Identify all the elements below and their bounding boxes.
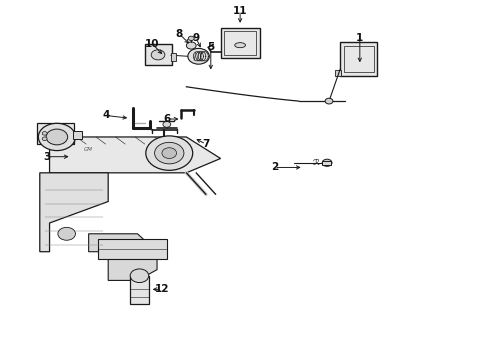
Text: 1: 1 — [356, 33, 364, 43]
Polygon shape — [89, 234, 157, 280]
Text: 8: 8 — [175, 29, 183, 39]
Circle shape — [42, 132, 47, 135]
Bar — [98, 239, 167, 259]
Text: 10: 10 — [145, 39, 159, 49]
Circle shape — [146, 136, 193, 170]
Bar — [224, 31, 256, 55]
Text: 11: 11 — [233, 6, 247, 17]
Circle shape — [130, 269, 149, 283]
Text: 2: 2 — [270, 162, 278, 172]
Bar — [220, 28, 260, 58]
Bar — [335, 69, 341, 76]
Circle shape — [188, 48, 209, 64]
Circle shape — [42, 137, 47, 140]
Polygon shape — [49, 137, 220, 173]
Circle shape — [46, 129, 68, 145]
Circle shape — [163, 122, 171, 127]
Bar — [145, 44, 172, 65]
Circle shape — [325, 98, 333, 104]
Ellipse shape — [235, 42, 245, 48]
Text: 6: 6 — [163, 114, 171, 124]
Bar — [73, 131, 82, 139]
Bar — [130, 276, 149, 304]
Text: 4: 4 — [102, 111, 109, 121]
Circle shape — [155, 142, 184, 164]
Circle shape — [322, 159, 332, 166]
Circle shape — [58, 227, 75, 240]
Bar — [322, 161, 331, 165]
Text: ℛ: ℛ — [313, 158, 319, 167]
Text: GM: GM — [84, 147, 93, 152]
Bar — [37, 123, 74, 144]
Bar — [171, 53, 175, 61]
Bar — [340, 42, 377, 76]
Text: 5: 5 — [207, 42, 215, 52]
Text: 12: 12 — [155, 284, 169, 294]
Circle shape — [162, 148, 176, 158]
Text: 7: 7 — [202, 139, 210, 149]
Circle shape — [38, 123, 75, 150]
Circle shape — [186, 42, 196, 49]
Polygon shape — [40, 173, 108, 252]
Text: 9: 9 — [193, 33, 200, 43]
Text: 3: 3 — [44, 152, 51, 162]
Bar — [344, 45, 373, 72]
Circle shape — [151, 50, 165, 60]
Circle shape — [188, 36, 194, 41]
